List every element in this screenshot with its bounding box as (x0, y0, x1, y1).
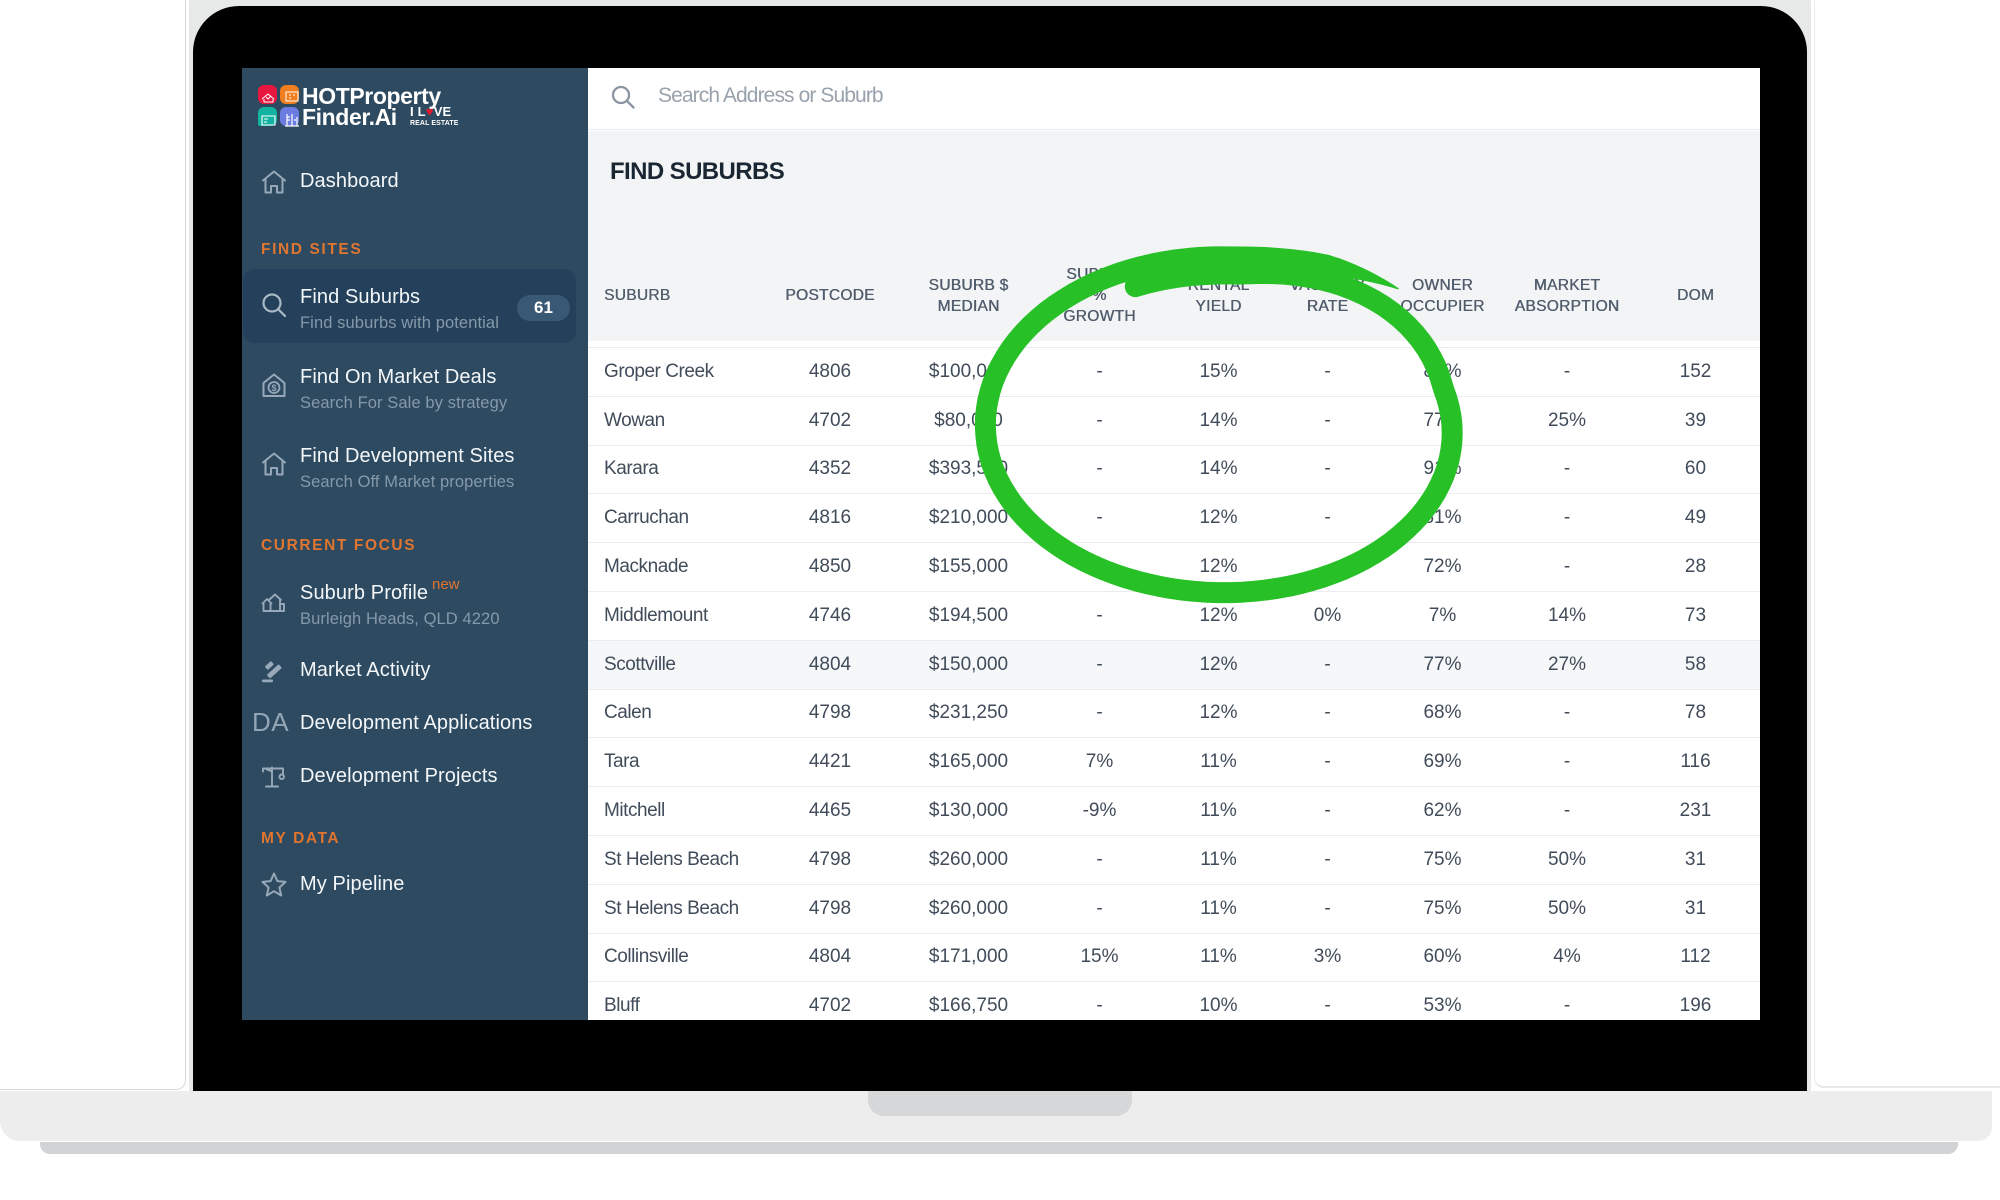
svg-text:$: $ (271, 383, 276, 393)
